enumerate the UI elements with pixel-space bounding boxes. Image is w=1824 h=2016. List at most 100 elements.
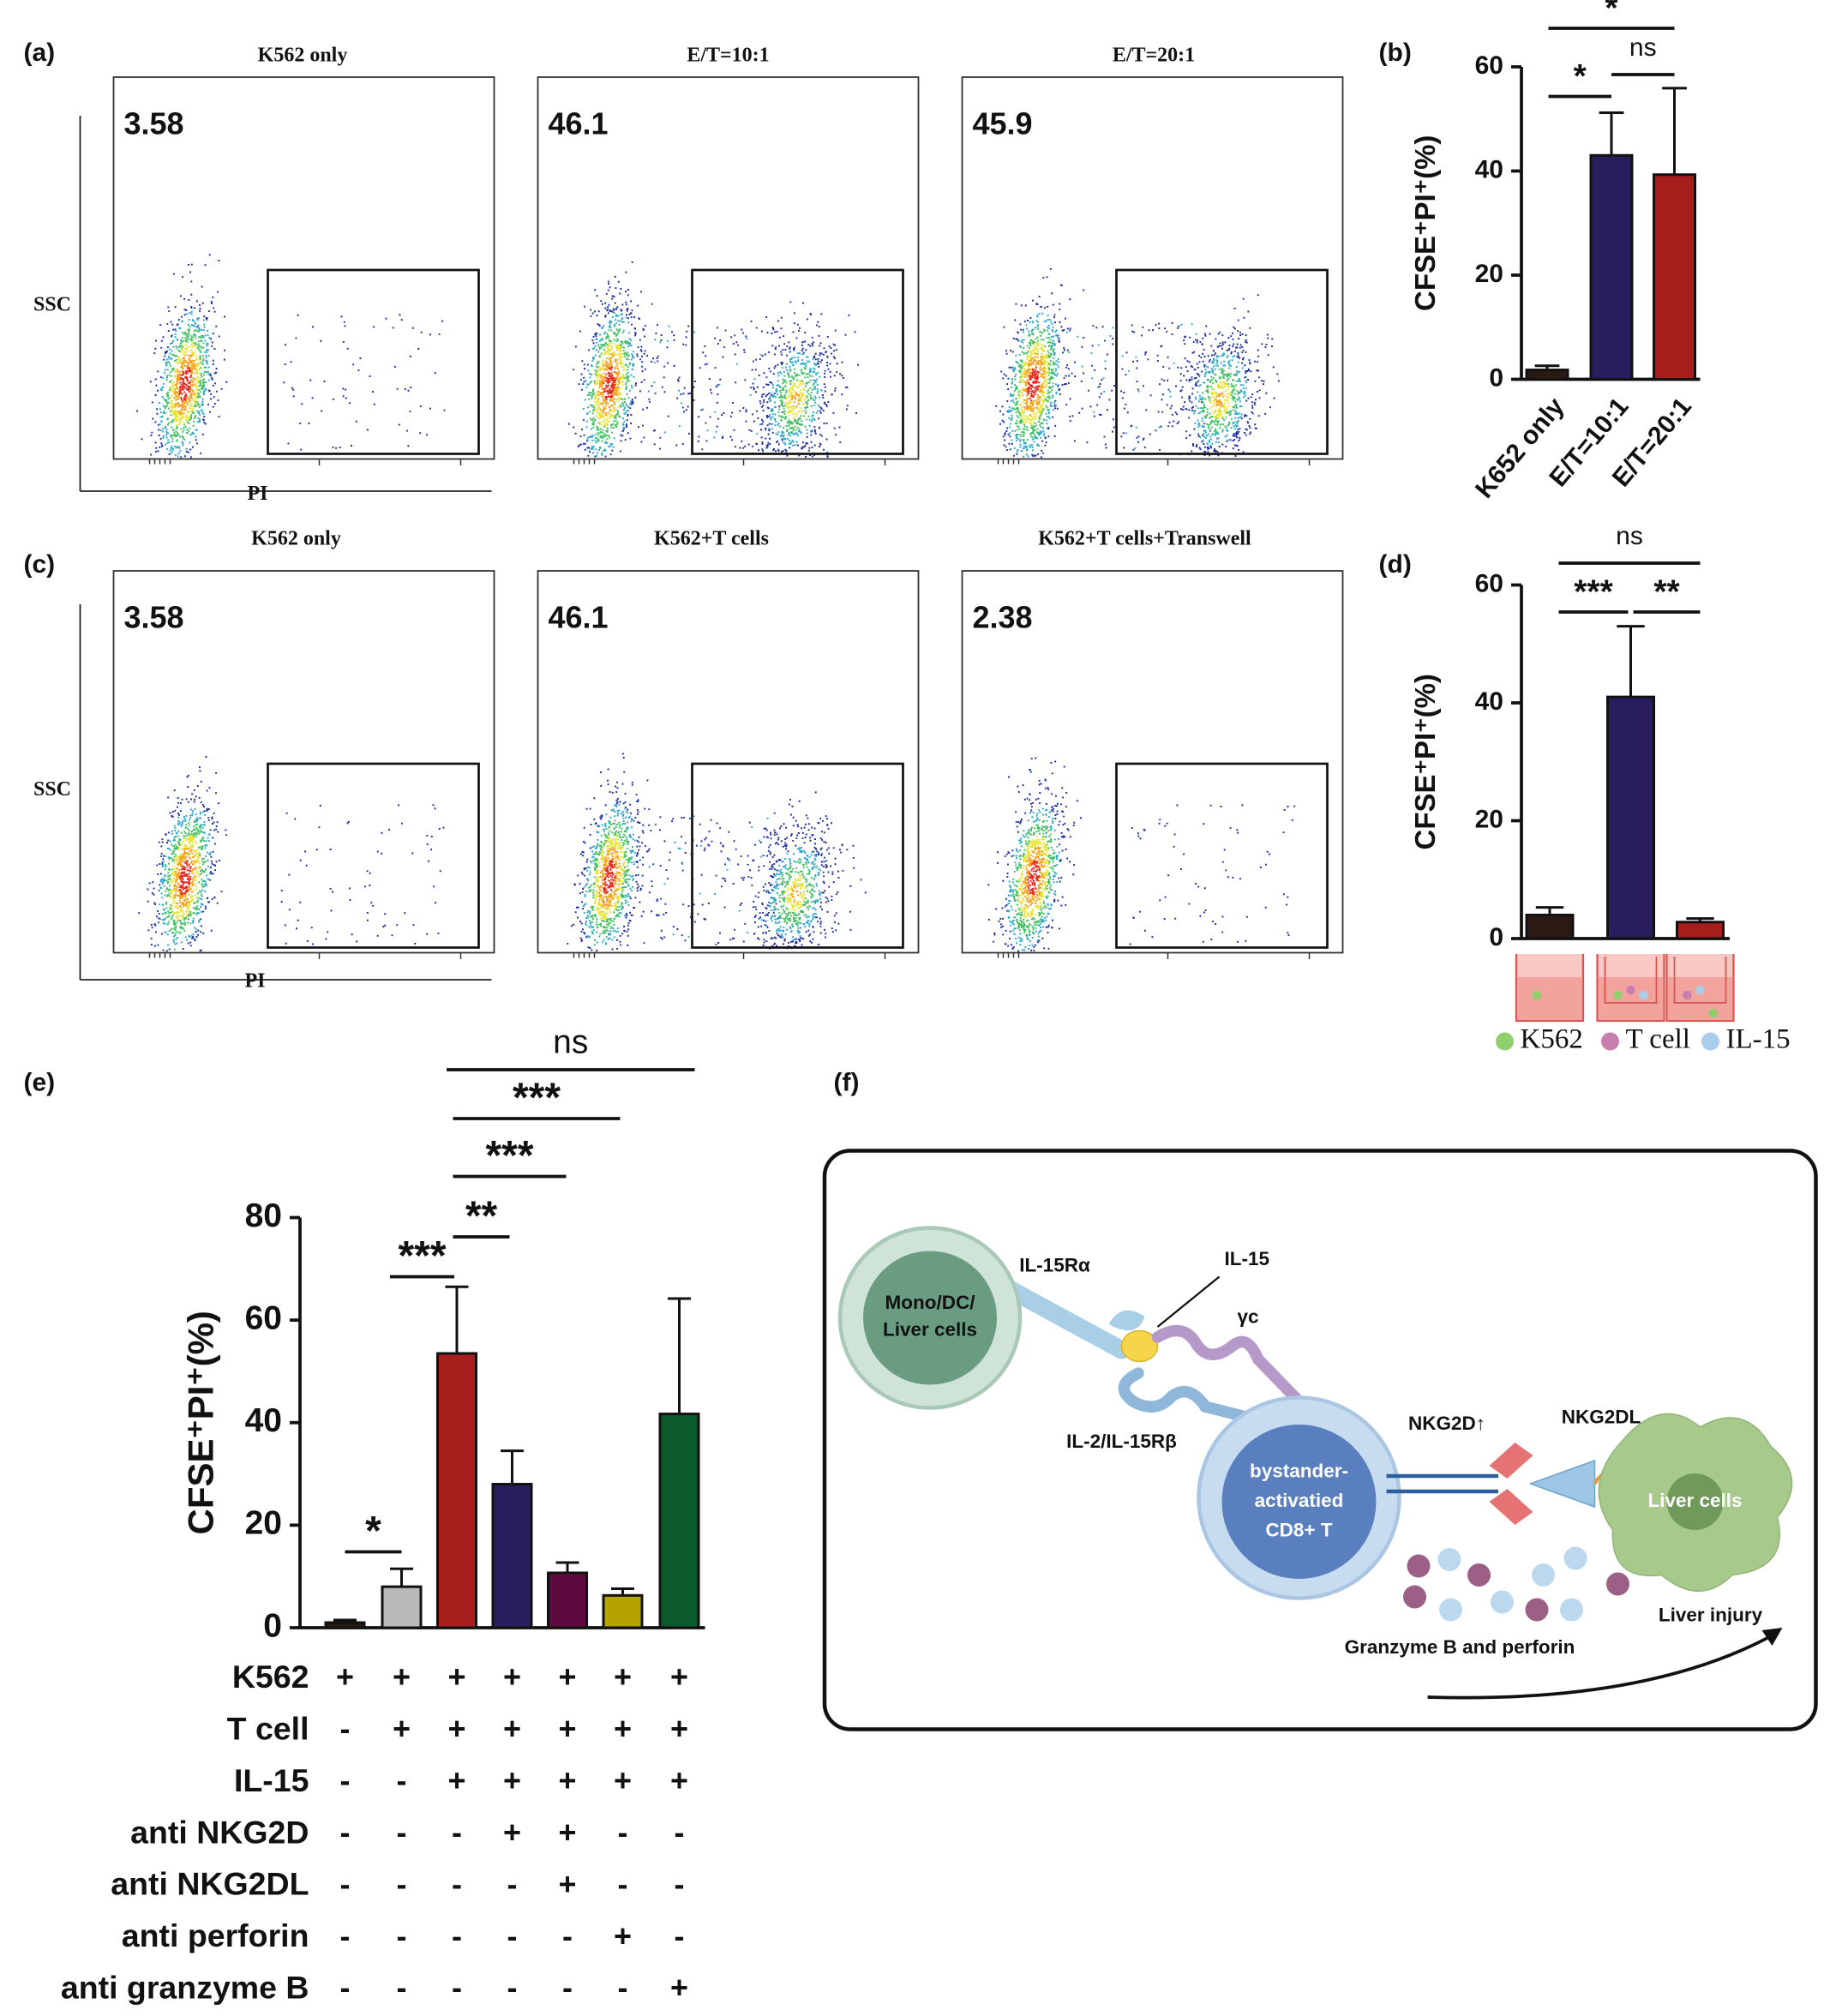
insert [1604, 957, 1658, 1004]
granules [1403, 1546, 1629, 1622]
plot-frame [961, 76, 1344, 460]
significance-label: *** [1574, 573, 1613, 610]
diagram-label: NKG2D↑ [1408, 1413, 1485, 1434]
event-dots [164, 820, 207, 934]
gamma-chain [1151, 1324, 1305, 1407]
significance-label: ns [1616, 522, 1643, 550]
condition-sign: - [397, 1918, 407, 1953]
condition-sign: + [670, 1762, 688, 1797]
granzyme-dot [1407, 1554, 1431, 1578]
condition-sign: + [614, 1659, 632, 1695]
condition-sign: + [558, 1659, 576, 1695]
condition-sign: + [558, 1762, 576, 1797]
diagram-label: Liver cells [1647, 1490, 1742, 1511]
condition-sign: - [618, 1970, 628, 2005]
condition-sign: + [503, 1659, 521, 1695]
condition-label: anti NKG2DL [111, 1866, 309, 1902]
event-dots [159, 807, 212, 951]
condition-label: K562 [232, 1659, 309, 1695]
event-dots [1026, 366, 1041, 402]
y-tick-label: 60 [245, 1299, 282, 1336]
condition-sign: + [503, 1762, 521, 1797]
significance-label: ** [465, 1194, 498, 1239]
significance-label: *** [485, 1133, 533, 1179]
event-dots [583, 803, 822, 946]
bar [547, 1571, 588, 1629]
condition-sign: + [503, 1815, 521, 1850]
gate [691, 762, 904, 949]
error-bar [501, 1449, 524, 1485]
insert [1673, 957, 1727, 1004]
granzyme-dot [1525, 1598, 1549, 1622]
condition-sign: + [447, 1659, 465, 1695]
event-dots [173, 354, 197, 415]
perforin-dot [1532, 1563, 1555, 1587]
condition-sign: + [614, 1918, 632, 1953]
y-tick-label: 60 [1475, 569, 1503, 597]
y-tick-label: 0 [263, 1607, 282, 1644]
condition-sign: - [675, 1866, 685, 1901]
y-axis-title: CFSE⁺PI⁺(%) [1409, 674, 1441, 849]
y-tick-label: 0 [1489, 923, 1503, 951]
legend-swatch [1496, 1032, 1514, 1051]
arrow-head [1761, 1628, 1783, 1646]
y-tick-label: 60 [1475, 51, 1503, 80]
gate [267, 762, 480, 949]
panel-label: (d) [1379, 550, 1412, 579]
event-dots [582, 312, 823, 457]
condition-sign: - [340, 1866, 351, 1901]
gate-value: 2.38 [973, 600, 1033, 635]
medium [1668, 977, 1732, 1020]
condition-sign: - [397, 1866, 407, 1901]
plot-frame [112, 76, 495, 460]
gate [691, 268, 904, 455]
perforin-dot [1560, 1598, 1583, 1622]
left-cell-nucleus [863, 1251, 997, 1385]
significance-label: * [1605, 0, 1618, 27]
plot-frame [537, 570, 920, 954]
medium [1517, 977, 1582, 1020]
condition-sign: + [558, 1866, 576, 1901]
significance-label: ** [1653, 573, 1680, 610]
condition-sign: - [618, 1866, 628, 1901]
y-axis-title: CFSE⁺PI⁺(%) [181, 1311, 221, 1534]
event-dots [178, 366, 192, 402]
y-tick-label: 40 [1475, 155, 1503, 183]
event-dots [603, 860, 616, 894]
cell-dot [1639, 990, 1648, 1000]
condition-sign: - [562, 1970, 573, 2005]
condition-sign: + [670, 1970, 688, 2005]
diagram: Mono/DC/ Liver cells IL-15Rα IL-15 γc IL… [822, 1149, 1818, 1731]
condition-sign: + [447, 1711, 465, 1746]
condition-sign: + [558, 1815, 576, 1850]
granzyme-dot [1467, 1563, 1491, 1587]
condition-label: anti NKG2D [130, 1814, 309, 1850]
gate-value: 46.1 [549, 106, 609, 141]
significance-label: * [365, 1509, 381, 1554]
diagram-label: Mono/DC/ [885, 1292, 976, 1313]
t-cell-nucleus [1221, 1425, 1377, 1579]
condition-sign: + [393, 1711, 411, 1746]
bar [324, 1621, 366, 1629]
bar [1589, 153, 1634, 381]
condition-sign: - [562, 1918, 573, 1953]
cell-dot [1613, 990, 1623, 1000]
condition-sign: + [614, 1711, 632, 1746]
perforin-dot [1491, 1590, 1514, 1614]
event-dots [136, 254, 446, 459]
y-axis-label: SSC [33, 294, 71, 316]
error-bar [668, 1297, 691, 1414]
error-bar [1662, 87, 1687, 175]
condition-sign: - [507, 1918, 518, 1953]
event-dots [170, 835, 201, 921]
condition-sign: - [618, 1815, 628, 1850]
panel-label: (b) [1379, 39, 1412, 67]
legend-label: T cell [1626, 1024, 1690, 1055]
event-dots [597, 847, 801, 909]
condition-sign: - [452, 1970, 462, 2005]
y-axis-label: SSC [33, 778, 71, 801]
significance-label: *** [513, 1076, 561, 1121]
significance-label: ns [1629, 33, 1657, 62]
condition-sign: - [340, 1970, 351, 2005]
gate-value: 3.58 [124, 600, 184, 635]
